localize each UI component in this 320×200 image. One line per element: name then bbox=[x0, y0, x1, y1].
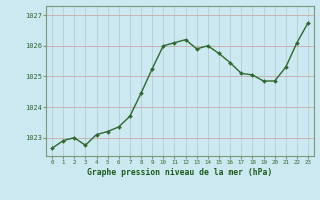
X-axis label: Graphe pression niveau de la mer (hPa): Graphe pression niveau de la mer (hPa) bbox=[87, 168, 273, 177]
